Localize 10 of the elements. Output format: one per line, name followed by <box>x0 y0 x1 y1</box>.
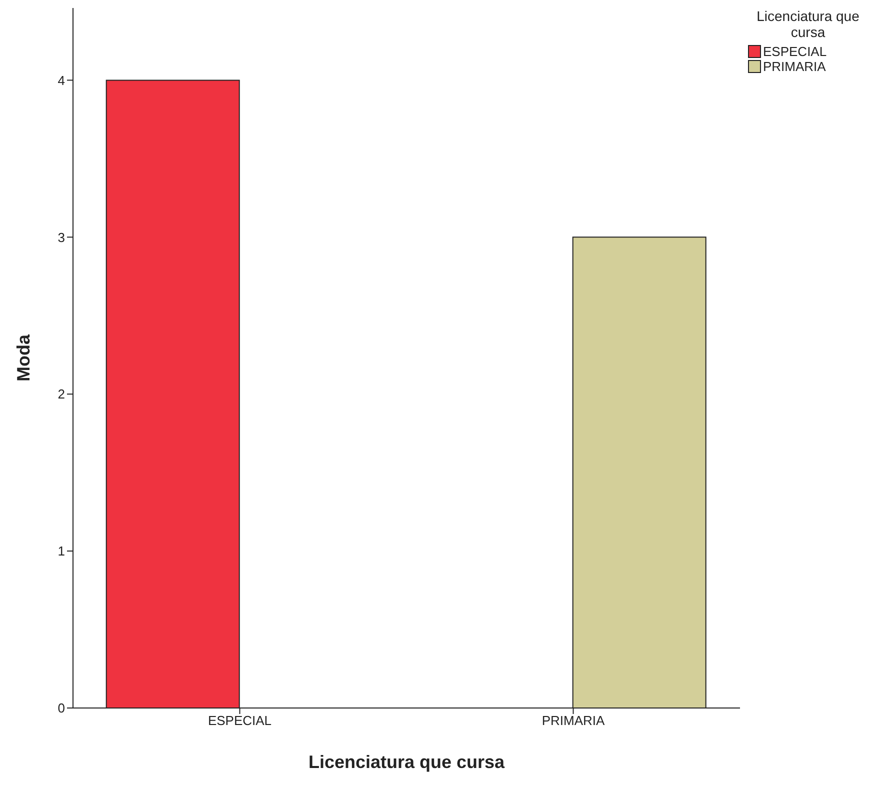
y-axis-title: Moda <box>13 334 34 382</box>
legend-title: Licenciatura que cursa <box>756 8 860 40</box>
y-tick-label: 2 <box>58 386 65 402</box>
x-axis-title: Licenciatura que cursa <box>308 752 506 772</box>
legend-label: ESPECIAL <box>763 44 827 59</box>
y-tick-label: 1 <box>58 544 65 559</box>
legend-label: PRIMARIA <box>763 59 826 74</box>
y-tick-label: 4 <box>58 72 65 88</box>
y-tick-label: 3 <box>58 230 65 245</box>
y-tick-label: 0 <box>58 700 65 716</box>
